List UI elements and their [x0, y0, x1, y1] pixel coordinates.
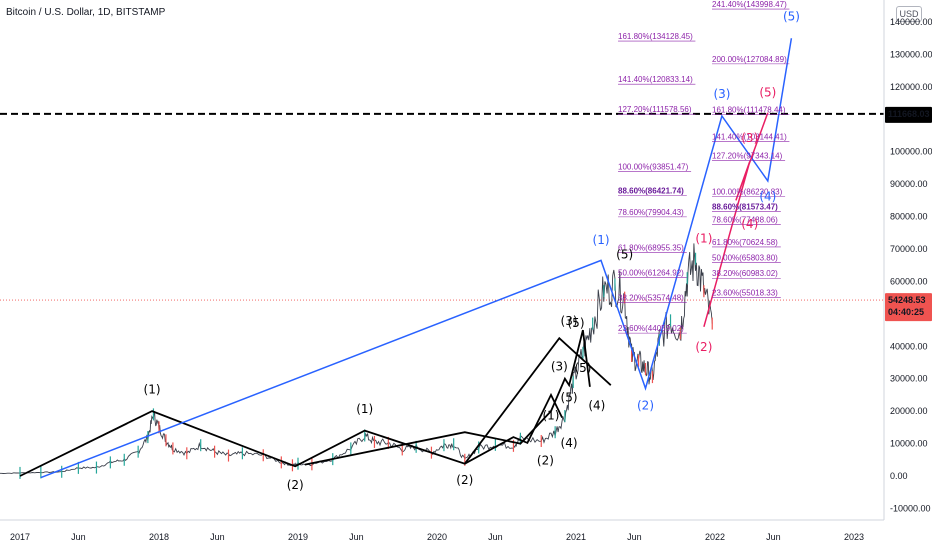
fib-label-left: 127.20%(111578.56)	[618, 105, 692, 114]
y-tick-label: 30000.00	[890, 374, 928, 384]
wave-line-red	[703, 112, 769, 328]
wave-label: (2)	[637, 399, 654, 413]
x-tick-label: 2020	[427, 532, 447, 542]
wave-label: (5)	[561, 390, 578, 404]
y-tick-label: -10000.00	[890, 503, 931, 513]
fib-label-right: 88.60%(81573.47)	[712, 202, 778, 211]
wave-label: (1)	[542, 408, 559, 422]
y-tick-label: 0.00	[890, 471, 908, 481]
y-tick-label: 80000.00	[890, 212, 928, 222]
y-tick-label: 40000.00	[890, 341, 928, 351]
y-tick-label: 140000.00	[890, 17, 932, 27]
y-tick-label: 10000.00	[890, 439, 928, 449]
fib-label-right: 61.80%(70624.58)	[712, 238, 778, 247]
wave-label: (2)	[537, 454, 554, 468]
fib-label-left: 23.60%(44059.02)	[618, 324, 684, 333]
wave-label: (3)	[551, 360, 568, 374]
fib-label-right: 50.00%(65803.80)	[712, 254, 778, 263]
wave-label: (1)	[144, 382, 161, 396]
wave-label: (2)	[695, 340, 712, 354]
x-tick-label: Jun	[210, 532, 225, 542]
current-price-tag-bg	[885, 293, 932, 322]
fib-label-right: 241.40%(143998.47)	[712, 0, 787, 9]
y-tick-label: 70000.00	[890, 244, 928, 254]
wave-label: (2)	[456, 473, 473, 487]
fib-label-right: 38.20%(60983.02)	[712, 269, 778, 278]
wave-label: (1)	[695, 232, 712, 246]
x-tick-label: Jun	[627, 532, 642, 542]
fib-label-left: 100.00%(93851.47)	[618, 163, 689, 172]
fib-label-right: 127.20%(97343.14)	[712, 151, 783, 160]
wave-line-black	[464, 392, 563, 465]
wave-label: (5)	[568, 316, 585, 330]
fib-label-left: 38.20%(53574.48)	[618, 293, 684, 302]
fib-label-right: 23.60%(55018.33)	[712, 289, 778, 298]
wave-line-black	[19, 336, 612, 477]
plot-area: 161.80%(134128.45) 141.40%(120833.14) 127.…	[0, 0, 884, 492]
fib-label-right: 78.60%(77488.06)	[712, 216, 778, 225]
y-tick-label: 60000.00	[890, 276, 928, 286]
x-tick-label: 2022	[705, 532, 725, 542]
x-tick-label: Jun	[71, 532, 86, 542]
y-tick-label: 20000.00	[890, 406, 928, 416]
wave-label: (4)	[759, 189, 776, 203]
x-tick-label: 2021	[566, 532, 586, 542]
fib-label-left: 141.40%(120833.14)	[618, 75, 693, 84]
y-tick-label: 100000.00	[890, 147, 932, 157]
wave-label: (3)	[561, 314, 578, 328]
fib-label-left: 78.60%(79904.43)	[618, 208, 684, 217]
fib-label-left: 161.80%(134128.45)	[618, 32, 693, 41]
fib-label-left: 88.60%(86421.74)	[618, 187, 684, 196]
fib-label-right: 161.80%(111478.44)	[712, 105, 786, 114]
wave-label: (5)	[759, 86, 776, 100]
key-level-tag: 111668.03	[888, 109, 930, 119]
wave-label: (4)	[588, 399, 605, 413]
wave-label: (1)	[593, 233, 610, 247]
price-line	[0, 243, 713, 474]
wave-label: (5)	[574, 361, 591, 375]
fib-label-right: 100.00%(86230.83)	[712, 187, 783, 196]
wave-label: (3)	[741, 131, 758, 145]
x-tick-label: Jun	[488, 532, 503, 542]
wave-label: (1)	[356, 402, 373, 416]
fib-label-right: 200.00%(127084.89)	[712, 55, 787, 64]
x-tick-label: 2023	[844, 532, 864, 542]
x-tick-label: Jun	[766, 532, 781, 542]
x-tick-label: Jun	[349, 532, 364, 542]
fib-label-right: 141.40%(103144.41)	[712, 133, 787, 142]
wave-line-black	[304, 329, 591, 466]
x-tick-label: 2018	[149, 532, 169, 542]
fib-label-left: 50.00%(61264.92)	[618, 268, 684, 277]
y-tick-label: 130000.00	[890, 49, 932, 59]
x-tick-label: 2017	[10, 532, 30, 542]
fib-label-left: 61.80%(68955.35)	[618, 243, 684, 252]
y-tick-label: 90000.00	[890, 179, 928, 189]
wave-label: (5)	[616, 248, 633, 262]
x-tick-label: 2019	[288, 532, 308, 542]
wave-label: (4)	[741, 217, 758, 231]
currency-button[interactable]: USD	[896, 6, 922, 22]
key-level-tag-bg	[885, 106, 932, 123]
chart-title: Bitcoin / U.S. Dollar, 1D, BITSTAMP	[6, 7, 166, 18]
current-price-tag: 04:40:25	[888, 307, 924, 317]
wave-label: (5)	[783, 9, 800, 23]
wave-label: (4)	[561, 436, 578, 450]
current-price-tag: 54248.53	[888, 295, 926, 305]
wave-label: (2)	[287, 478, 304, 492]
y-tick-label: 120000.00	[890, 82, 932, 92]
wave-label: (3)	[713, 87, 730, 101]
